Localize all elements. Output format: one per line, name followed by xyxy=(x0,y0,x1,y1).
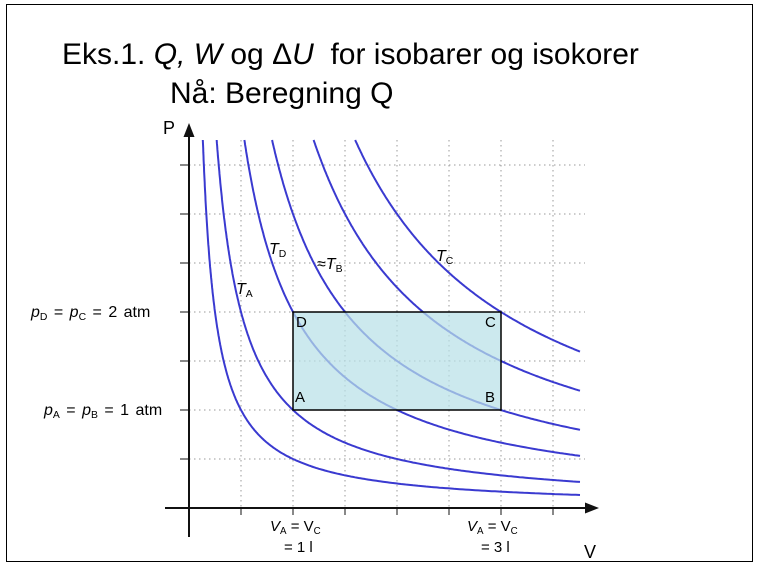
t-symbol: T xyxy=(436,248,446,265)
isotherm-label-tb: ≈TB xyxy=(317,256,343,276)
subscript: A xyxy=(280,525,287,537)
pressure-label-lower: pA = pB = 1 atm xyxy=(44,402,163,422)
isotherm-label-tc: TC xyxy=(436,248,454,268)
isotherm-curve xyxy=(312,139,581,392)
subscript: C xyxy=(78,312,87,324)
isotherm-curve xyxy=(201,139,581,496)
slide-title: Eks.1. Q, W og ΔU for isobarer og isokor… xyxy=(62,40,639,70)
title-u-symbol: U xyxy=(292,38,314,71)
subscript: A xyxy=(52,410,60,422)
title-text: for isobarer og isokorer xyxy=(313,38,639,71)
subscript: A xyxy=(245,289,253,301)
isotherm-curve xyxy=(215,139,581,483)
volume-label-left: VA = VC xyxy=(270,518,321,537)
subscript: B xyxy=(90,410,98,422)
state-label-a: A xyxy=(295,389,306,406)
subscript: D xyxy=(39,312,48,324)
t-symbol: T xyxy=(269,241,279,258)
equals-text: = xyxy=(47,304,70,321)
grid xyxy=(180,140,585,515)
title-text: Eks.1. xyxy=(62,38,154,71)
volume-label-right: VA = VC xyxy=(467,518,518,537)
subscript: C xyxy=(445,256,454,268)
state-label-c: C xyxy=(485,314,496,331)
volume-value-right: = 3 l xyxy=(481,539,510,556)
title-text: og Δ xyxy=(222,38,293,71)
isotherm-curve xyxy=(354,139,581,353)
cycle-rectangle xyxy=(292,311,502,411)
approx-sign: ≈ xyxy=(317,256,326,273)
v-symbol: V xyxy=(467,518,478,535)
slide-subtitle: Nå: Beregning Q xyxy=(170,77,394,110)
pressure-label-upper: pD = pC = 2 atm xyxy=(31,304,151,324)
isotherm-label-ta: TA xyxy=(236,281,253,301)
v-symbol: V xyxy=(270,518,281,535)
subscript: B xyxy=(335,264,343,276)
state-label-b: B xyxy=(485,389,496,406)
pressure-value: = 1 atm xyxy=(97,402,163,419)
t-symbol: T xyxy=(325,256,336,273)
volume-value-left: = 1 l xyxy=(284,539,313,556)
equals-text: = V xyxy=(286,518,314,535)
p-symbol: p xyxy=(69,304,79,321)
p-symbol: p xyxy=(44,402,53,419)
pressure-value: = 2 atm xyxy=(86,304,151,321)
v-axis-label: V xyxy=(584,542,597,562)
p-axis-arrow xyxy=(183,123,195,137)
state-label-d: D xyxy=(296,314,307,331)
p-symbol: p xyxy=(82,402,91,419)
t-symbol: T xyxy=(236,281,246,298)
p-symbol: p xyxy=(31,304,40,321)
subscript: A xyxy=(477,525,484,537)
equals-text: = V xyxy=(483,518,511,535)
slide-border xyxy=(6,4,753,562)
v-axis-arrow xyxy=(585,502,599,514)
isotherm-label-td: TD xyxy=(269,241,287,261)
equals-text: = xyxy=(59,402,83,419)
p-axis-label: P xyxy=(163,118,176,138)
subscript: D xyxy=(278,249,287,261)
title-q-symbol: Q, xyxy=(153,38,186,71)
subscript: C xyxy=(313,525,321,537)
subscript: C xyxy=(510,525,518,537)
title-w-symbol: W xyxy=(185,38,223,71)
